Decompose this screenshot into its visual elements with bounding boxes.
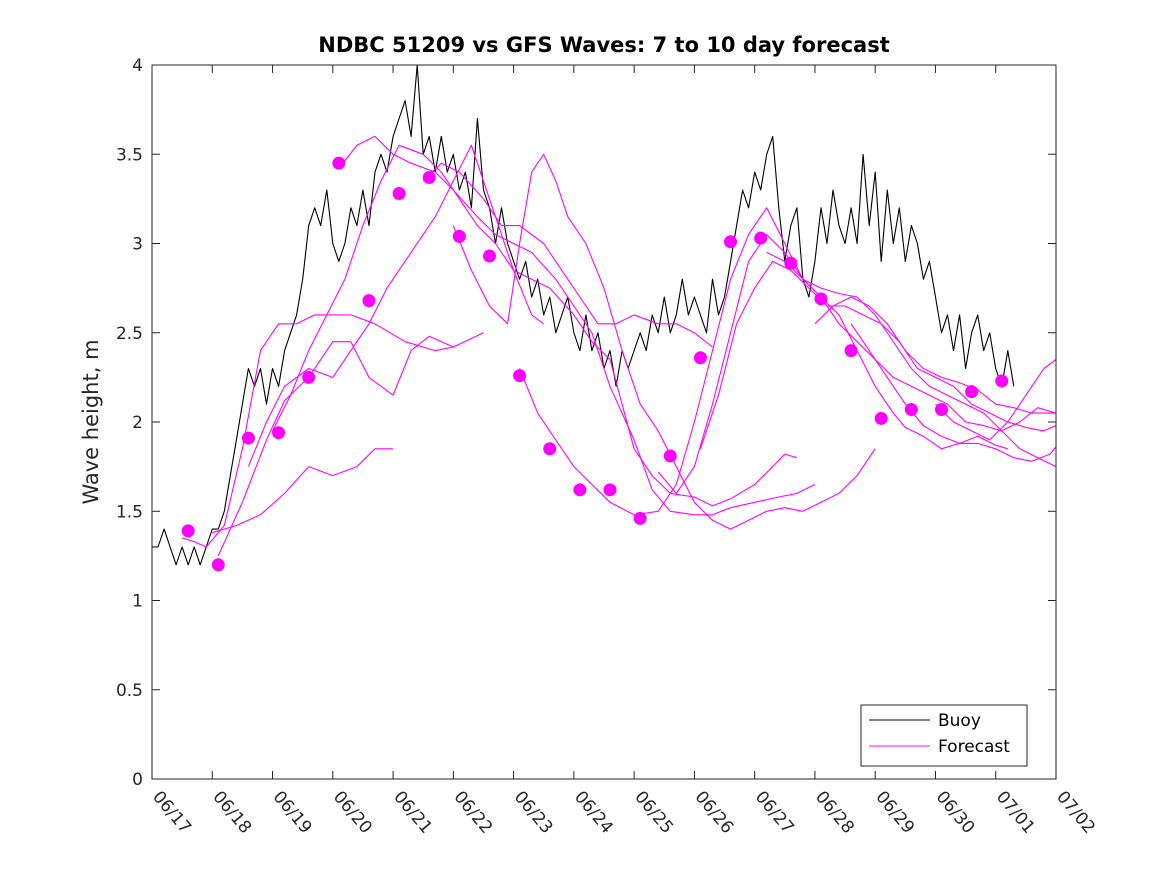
forecast-series-line-8 bbox=[452, 153, 876, 530]
forecast-series-line-12 bbox=[766, 251, 1057, 468]
y-tick-label: 1.5 bbox=[116, 502, 143, 522]
forecast-series-line-1 bbox=[181, 314, 484, 548]
forecast-point bbox=[754, 231, 768, 245]
forecast-series-line-7 bbox=[422, 162, 713, 348]
forecast-point bbox=[633, 511, 647, 525]
forecast-point bbox=[724, 235, 738, 249]
y-tick-label: 3 bbox=[132, 235, 143, 255]
forecast-series-line-3 bbox=[217, 335, 454, 557]
forecast-point bbox=[181, 524, 195, 538]
forecast-point bbox=[422, 170, 436, 184]
legend: Buoy Forecast bbox=[860, 704, 1028, 767]
forecast-point bbox=[995, 374, 1009, 388]
forecast-point bbox=[362, 294, 376, 308]
forecast-point bbox=[814, 292, 828, 306]
chart-title: NDBC 51209 vs GFS Waves: 7 to 10 day for… bbox=[318, 33, 889, 57]
forecast-point bbox=[663, 449, 677, 463]
y-tick-label: 0.5 bbox=[116, 681, 143, 701]
plot-area bbox=[152, 65, 1056, 779]
forecast-series-line-14 bbox=[850, 323, 1057, 462]
forecast-series-line-13 bbox=[814, 296, 1056, 414]
forecast-point bbox=[241, 431, 255, 445]
forecast-series-line-9 bbox=[519, 207, 1008, 516]
y-tick-label: 0 bbox=[132, 770, 143, 790]
forecast-point bbox=[965, 385, 979, 399]
forecast-series-line-6 bbox=[338, 135, 816, 516]
forecast-point bbox=[302, 370, 316, 384]
forecast-point bbox=[513, 369, 527, 383]
series-layer bbox=[152, 64, 1057, 572]
y-tick-label: 1 bbox=[132, 592, 143, 612]
forecast-series-line-2 bbox=[212, 448, 394, 534]
forecast-point bbox=[272, 426, 286, 440]
forecast-series-line-5 bbox=[272, 144, 798, 507]
forecast-point bbox=[452, 229, 466, 243]
legend-forecast-label: Forecast bbox=[938, 737, 1010, 757]
y-tick-label: 2.5 bbox=[116, 324, 143, 344]
forecast-point bbox=[603, 483, 617, 497]
forecast-point bbox=[904, 403, 918, 417]
forecast-point bbox=[543, 442, 557, 456]
y-axis-label: Wave height, m bbox=[79, 339, 103, 504]
buoy-series-line bbox=[152, 64, 1015, 566]
forecast-point bbox=[874, 411, 888, 425]
forecast-point bbox=[784, 256, 798, 270]
y-tick-label: 4 bbox=[132, 56, 143, 76]
forecast-point bbox=[332, 156, 346, 170]
forecast-point bbox=[573, 483, 587, 497]
legend-buoy-label: Buoy bbox=[938, 711, 981, 731]
forecast-series-line-15 bbox=[935, 359, 1057, 441]
forecast-point bbox=[844, 344, 858, 358]
forecast-point bbox=[482, 249, 496, 263]
forecast-series-line-4 bbox=[247, 144, 545, 467]
y-tick-label: 2 bbox=[132, 413, 143, 433]
forecast-series-line-10 bbox=[657, 234, 1057, 494]
forecast-point bbox=[693, 351, 707, 365]
y-tick-label: 3.5 bbox=[116, 145, 143, 165]
forecast-point bbox=[392, 187, 406, 201]
legend-box bbox=[860, 704, 1028, 767]
forecast-point bbox=[934, 403, 948, 417]
forecast-point bbox=[211, 558, 225, 572]
